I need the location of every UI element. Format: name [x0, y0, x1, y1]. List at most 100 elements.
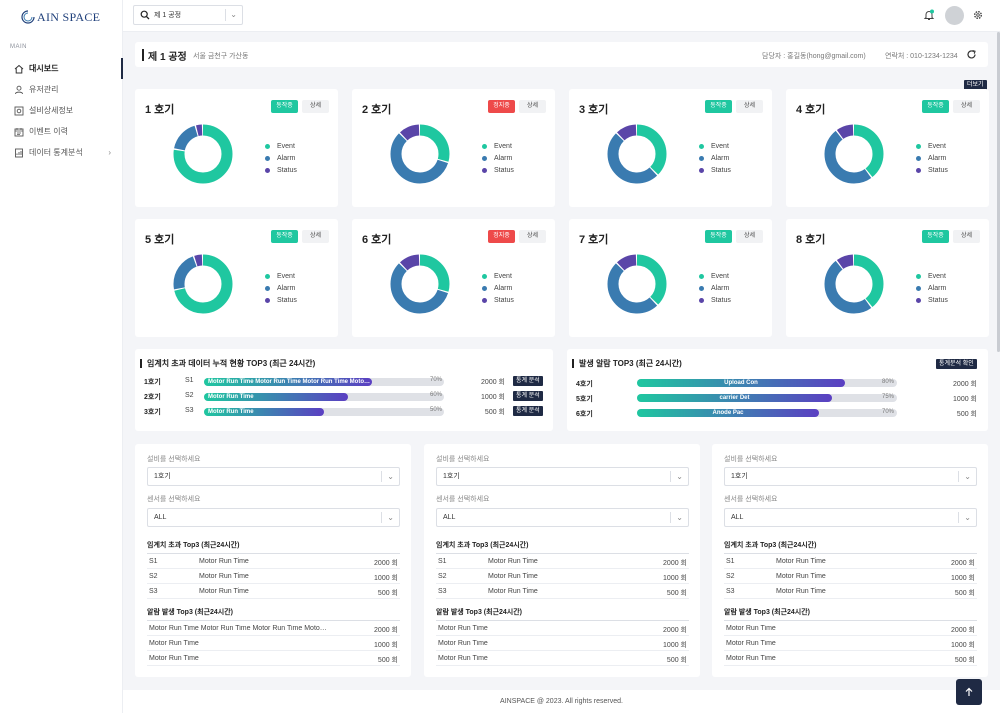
alarm-row: 5호기 carrier Det 75% 1000 회: [567, 393, 988, 405]
alarm-count: 2000 회: [374, 627, 398, 634]
machine-card: 4 호기 동작중 상세 Event Alarm Status: [786, 89, 989, 207]
alarm-top3-heading: 알람 발생 Top3 (최근24시간): [436, 609, 523, 616]
alarm-progress-fill: Upload Con: [637, 379, 845, 387]
alarm-count: 1000 회: [374, 642, 398, 649]
legend-dot: [265, 285, 270, 291]
sensor-id: S1: [438, 558, 447, 565]
threshold-progress-fill: Motor Run Time Motor Run Time Motor Run …: [204, 378, 372, 386]
threshold-machine: 1호기: [144, 379, 161, 386]
more-button[interactable]: 더보기: [964, 80, 987, 90]
table-row: Motor Run Time 500 회: [436, 651, 689, 666]
sensor-select[interactable]: ALL ⌄: [724, 508, 977, 527]
settings-button[interactable]: [973, 10, 983, 22]
sensor-name: Motor Run Time: [199, 573, 249, 580]
select-divider: [958, 471, 959, 482]
legend-dot: [265, 167, 270, 173]
machine-icon: [14, 106, 24, 116]
notification-button[interactable]: [923, 9, 935, 23]
legend-dot: [916, 155, 921, 161]
alarm-count: 2000 회: [951, 627, 975, 634]
machine-card: 2 호기 정지중 상세 Event Alarm Status: [352, 89, 555, 207]
table-row: Motor Run Time 500 회: [147, 651, 400, 666]
chevron-down-icon: ⌄: [676, 472, 683, 481]
menu-section-label: MAIN: [10, 44, 27, 50]
threshold-progress-fill: Motor Run Time: [204, 408, 324, 416]
donut-chart: [390, 124, 450, 184]
machine-select[interactable]: 1호기 ⌄: [724, 467, 977, 486]
machine-detail-button[interactable]: 상세: [302, 100, 329, 113]
machine-detail-button[interactable]: 상세: [519, 100, 546, 113]
machine-detail-button[interactable]: 상세: [736, 100, 763, 113]
sensor-name: Motor Run Time: [199, 558, 249, 565]
sensor-id: S3: [149, 588, 158, 595]
statistics-confirm-button[interactable]: 통계분석 확인: [936, 359, 977, 369]
legend-dot: [482, 155, 487, 161]
legend-label: Status: [494, 296, 514, 304]
sidebar-item-statistics[interactable]: 데이터 통계분석 ›: [0, 142, 123, 163]
machine-detail-button[interactable]: 상세: [953, 100, 980, 113]
sensor-select-label: 센서를 선택하세요: [147, 496, 201, 503]
legend-item: Alarm: [916, 152, 948, 164]
threshold-top3-panel: 임계치 초과 데이터 누적 현황 TOP3 (최근 24시간) 1호기 S1 Mot…: [135, 349, 553, 431]
machine-detail-button[interactable]: 상세: [302, 230, 329, 243]
sidebar-item-machine-detail[interactable]: 설비상세정보: [0, 100, 123, 121]
machine-select-value: 1호기: [443, 473, 460, 480]
chart-file-icon: [14, 148, 24, 158]
alarm-name: Motor Run Time: [438, 655, 488, 662]
scroll-to-top-button[interactable]: [956, 679, 982, 705]
alarm-count: 1000 회: [663, 642, 687, 649]
exceed-count: 500 회: [954, 590, 975, 597]
legend-dot: [699, 297, 704, 303]
page-scrollbar[interactable]: [997, 32, 1000, 352]
sensor-id: S2: [438, 573, 447, 580]
legend-label: Status: [277, 296, 297, 304]
machine-select[interactable]: 1호기 ⌄: [436, 467, 689, 486]
legend-dot: [482, 143, 487, 149]
legend-item: Status: [482, 164, 514, 176]
footer: AINSPACE @ 2023. All rights reserved.: [123, 690, 1000, 713]
avatar[interactable]: [945, 6, 964, 25]
donut-slice-event: [824, 254, 884, 314]
alarm-count: 500 회: [666, 657, 687, 664]
sidebar-item-event-history[interactable]: 이벤트 이력: [0, 121, 123, 142]
legend-label: Status: [711, 296, 731, 304]
donut-legend: Event Alarm Status: [916, 270, 948, 306]
donut-legend: Event Alarm Status: [265, 140, 297, 176]
machine-detail-button[interactable]: 상세: [953, 230, 980, 243]
sidebar-item-dashboard[interactable]: 대시보드: [0, 58, 123, 79]
donut-legend: Event Alarm Status: [699, 270, 731, 306]
machine-name: 3 호기: [579, 104, 609, 116]
machine-detail-button[interactable]: 상세: [736, 230, 763, 243]
donut-chart: [607, 124, 667, 184]
sensor-select[interactable]: ALL ⌄: [436, 508, 689, 527]
statistics-analysis-button[interactable]: 통계 분석: [513, 376, 543, 386]
sidebar-item-users[interactable]: 유저관리: [0, 79, 123, 100]
machine-detail-button[interactable]: 상세: [519, 230, 546, 243]
select-divider: [670, 512, 671, 523]
threshold-count: 1000 회: [481, 394, 505, 401]
machine-select-label: 설비를 선택하세요: [147, 456, 201, 463]
alarm-top3-title: 발생 알람 TOP3 (최근 24시간): [572, 359, 682, 368]
statistics-analysis-button[interactable]: 통계 분석: [513, 391, 543, 401]
alarm-progress-fill: carrier Det: [637, 394, 832, 402]
statistics-analysis-button[interactable]: 통계 분석: [513, 406, 543, 416]
legend-item: Alarm: [265, 152, 297, 164]
sensor-name: Motor Run Time: [488, 588, 538, 595]
sidebar-item-label: 설비상세정보: [29, 106, 74, 115]
donut-chart: [173, 254, 233, 314]
machine-name: 5 호기: [145, 234, 175, 246]
machine-status-badge: 동작중: [922, 100, 949, 113]
machine-select[interactable]: 1호기 ⌄: [147, 467, 400, 486]
alarm-machine: 6호기: [576, 411, 593, 418]
threshold-machine: 3호기: [144, 409, 161, 416]
legend-label: Alarm: [494, 284, 513, 292]
refresh-button[interactable]: [966, 49, 977, 62]
alarm-percent: 70%: [881, 409, 894, 415]
sensor-select[interactable]: ALL ⌄: [147, 508, 400, 527]
logo[interactable]: AIN SPACE: [21, 8, 101, 26]
alarm-name: Motor Run Time Motor Run Time Motor Run …: [149, 625, 327, 632]
donut-chart: [173, 124, 233, 184]
arrow-up-icon: [965, 687, 973, 696]
user-icon: [14, 85, 24, 95]
factory-select[interactable]: 제 1 공정 ⌄: [133, 5, 243, 25]
